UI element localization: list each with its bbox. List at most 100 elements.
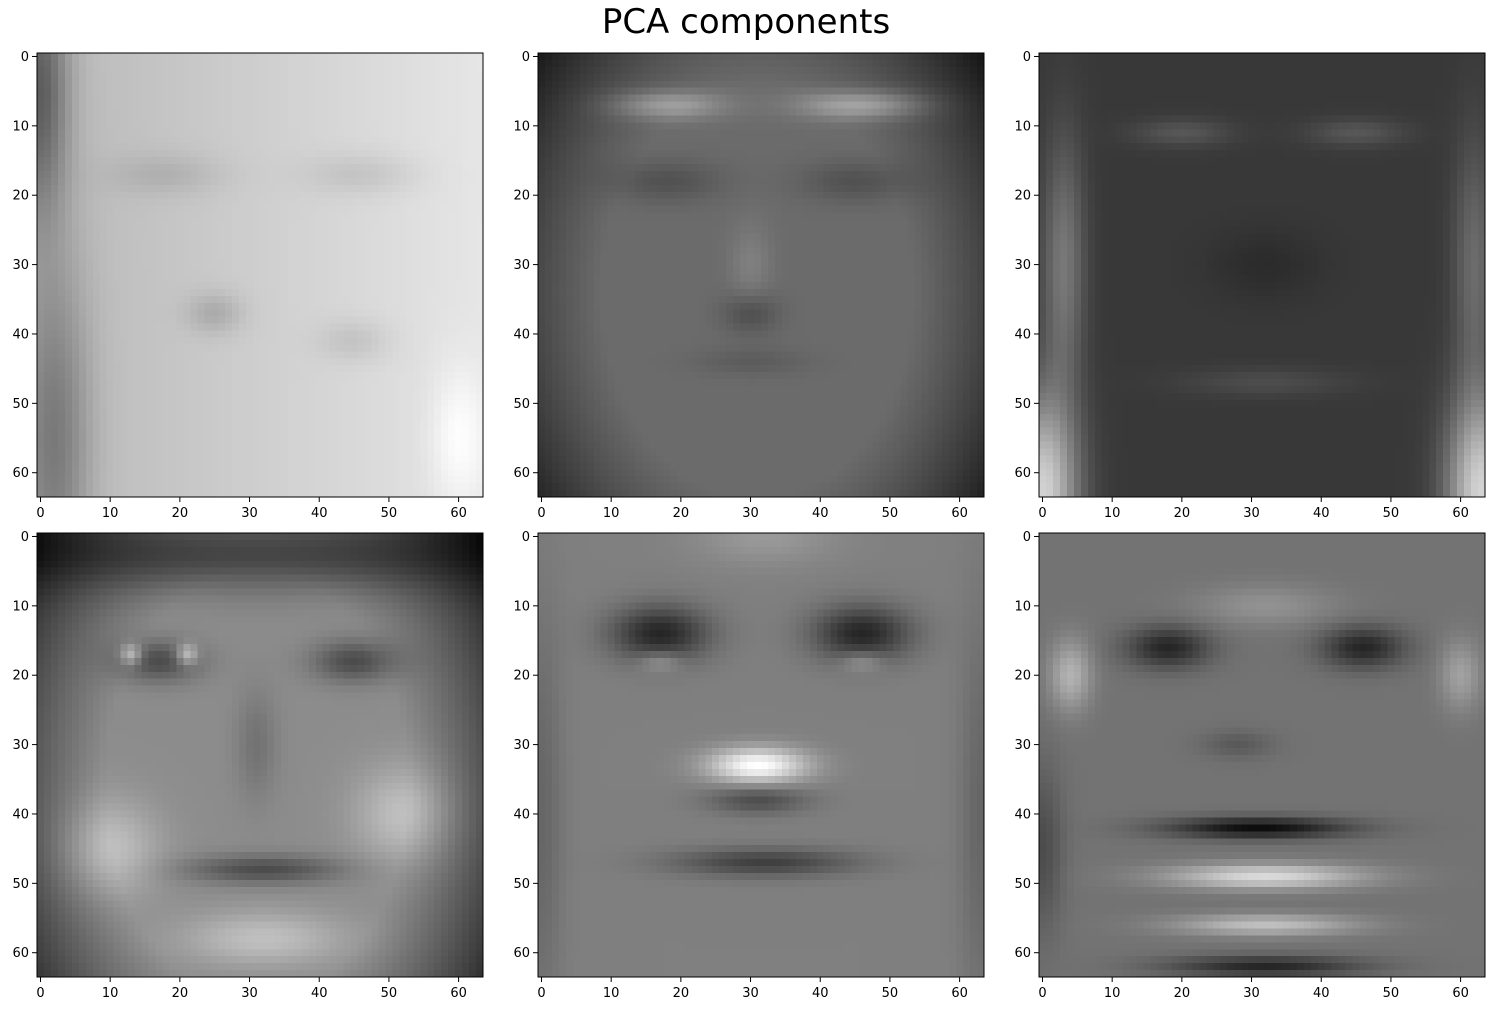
x-tick-label: 30 xyxy=(1243,506,1260,521)
y-tick-label: 50 xyxy=(1014,877,1031,892)
y-tick-label: 20 xyxy=(1014,669,1031,684)
x-tick-label: 0 xyxy=(36,506,44,521)
x-tick-label: 50 xyxy=(381,506,398,521)
y-tick-label: 10 xyxy=(1014,599,1031,614)
x-tick-label: 30 xyxy=(742,986,759,1001)
y-tick-label: 50 xyxy=(12,877,29,892)
y-tick-label: 0 xyxy=(21,530,29,545)
y-tick-label: 30 xyxy=(513,738,530,753)
y-tick-label: 50 xyxy=(513,877,530,892)
axes-frame xyxy=(537,532,985,978)
y-tick-label: 50 xyxy=(12,397,29,412)
pca-component-panel-1: 0 10 20 30 40 50 60 0 10 20 30 40 50 60 xyxy=(12,50,484,521)
y-tick-label: 30 xyxy=(1014,258,1031,273)
y-tick-label: 30 xyxy=(12,258,29,273)
y-tick-label: 20 xyxy=(1014,189,1031,204)
x-tick-label: 30 xyxy=(241,986,258,1001)
y-tick-label: 0 xyxy=(1023,50,1031,65)
y-tick-label: 40 xyxy=(513,807,530,822)
x-tick-label: 0 xyxy=(537,986,545,1001)
pca-component-panel-5: 0 10 20 30 40 50 60 0 10 20 30 40 50 60 xyxy=(513,530,985,1001)
x-tick-label: 40 xyxy=(1313,506,1330,521)
pca-component-panel-4: 0 10 20 30 40 50 60 0 10 20 30 40 50 60 xyxy=(12,530,484,1001)
x-tick-label: 50 xyxy=(882,506,899,521)
x-tick-label: 20 xyxy=(172,986,189,1001)
x-tick-label: 0 xyxy=(36,986,44,1001)
x-tick-label: 40 xyxy=(311,506,328,521)
x-tick-label: 40 xyxy=(812,506,829,521)
y-tick-label: 10 xyxy=(513,599,530,614)
component-image-3 xyxy=(1039,53,1485,497)
x-tick-label: 10 xyxy=(603,986,620,1001)
y-tick-label: 50 xyxy=(513,397,530,412)
x-tick-label: 50 xyxy=(1383,506,1400,521)
x-tick-label: 10 xyxy=(1104,986,1121,1001)
x-tick-label: 40 xyxy=(311,986,328,1001)
y-tick-label: 10 xyxy=(1014,119,1031,134)
x-tick-label: 10 xyxy=(1104,506,1121,521)
y-tick-label: 40 xyxy=(1014,327,1031,342)
axes-frame xyxy=(36,52,484,498)
x-tick-label: 20 xyxy=(172,506,189,521)
x-tick-label: 60 xyxy=(951,506,968,521)
x-tick-label: 20 xyxy=(1174,986,1191,1001)
figure-title: PCA components xyxy=(601,2,891,42)
component-image-4 xyxy=(37,533,483,977)
x-tick-label: 20 xyxy=(673,506,690,521)
y-tick-label: 50 xyxy=(1014,397,1031,412)
y-tick-label: 60 xyxy=(12,466,29,481)
pca-component-panel-6: 0 10 20 30 40 50 60 0 10 20 30 40 50 60 xyxy=(1014,530,1486,1001)
component-image-2 xyxy=(538,53,984,497)
x-tick-label: 10 xyxy=(102,506,119,521)
x-tick-label: 60 xyxy=(951,986,968,1001)
y-tick-label: 30 xyxy=(1014,738,1031,753)
y-tick-label: 0 xyxy=(522,530,530,545)
x-tick-label: 30 xyxy=(742,506,759,521)
x-tick-label: 30 xyxy=(241,506,258,521)
axes-frame xyxy=(1038,532,1486,978)
y-tick-label: 20 xyxy=(513,189,530,204)
x-tick-label: 20 xyxy=(1174,506,1191,521)
y-tick-label: 30 xyxy=(12,738,29,753)
x-tick-label: 50 xyxy=(1383,986,1400,1001)
x-tick-label: 40 xyxy=(812,986,829,1001)
axes-frame xyxy=(1038,52,1486,498)
x-tick-label: 60 xyxy=(450,986,467,1001)
x-tick-label: 20 xyxy=(673,986,690,1001)
y-tick-label: 10 xyxy=(513,119,530,134)
y-tick-label: 40 xyxy=(1014,807,1031,822)
x-tick-label: 60 xyxy=(450,506,467,521)
x-tick-label: 40 xyxy=(1313,986,1330,1001)
x-tick-label: 10 xyxy=(603,506,620,521)
component-image-6 xyxy=(1039,533,1485,977)
component-image-1 xyxy=(37,53,483,497)
x-tick-label: 30 xyxy=(1243,986,1260,1001)
component-image-5 xyxy=(538,533,984,977)
y-tick-label: 60 xyxy=(513,466,530,481)
y-tick-label: 40 xyxy=(12,807,29,822)
y-tick-label: 0 xyxy=(1023,530,1031,545)
y-tick-label: 10 xyxy=(12,119,29,134)
y-tick-label: 40 xyxy=(513,327,530,342)
pca-component-panel-2: 0 10 20 30 40 50 60 0 10 20 30 40 50 60 xyxy=(513,50,985,521)
y-tick-label: 20 xyxy=(12,189,29,204)
y-tick-label: 20 xyxy=(513,669,530,684)
x-tick-label: 60 xyxy=(1452,506,1469,521)
y-tick-label: 60 xyxy=(1014,466,1031,481)
y-tick-label: 0 xyxy=(21,50,29,65)
y-tick-label: 20 xyxy=(12,669,29,684)
x-tick-label: 0 xyxy=(537,506,545,521)
y-tick-label: 60 xyxy=(1014,946,1031,961)
y-tick-label: 10 xyxy=(12,599,29,614)
y-tick-label: 40 xyxy=(12,327,29,342)
x-tick-label: 10 xyxy=(102,986,119,1001)
axes-frame xyxy=(537,52,985,498)
x-tick-label: 50 xyxy=(381,986,398,1001)
axes-frame xyxy=(36,532,484,978)
x-tick-label: 0 xyxy=(1038,986,1046,1001)
x-tick-label: 50 xyxy=(882,986,899,1001)
y-tick-label: 60 xyxy=(513,946,530,961)
x-tick-label: 60 xyxy=(1452,986,1469,1001)
y-tick-label: 30 xyxy=(513,258,530,273)
